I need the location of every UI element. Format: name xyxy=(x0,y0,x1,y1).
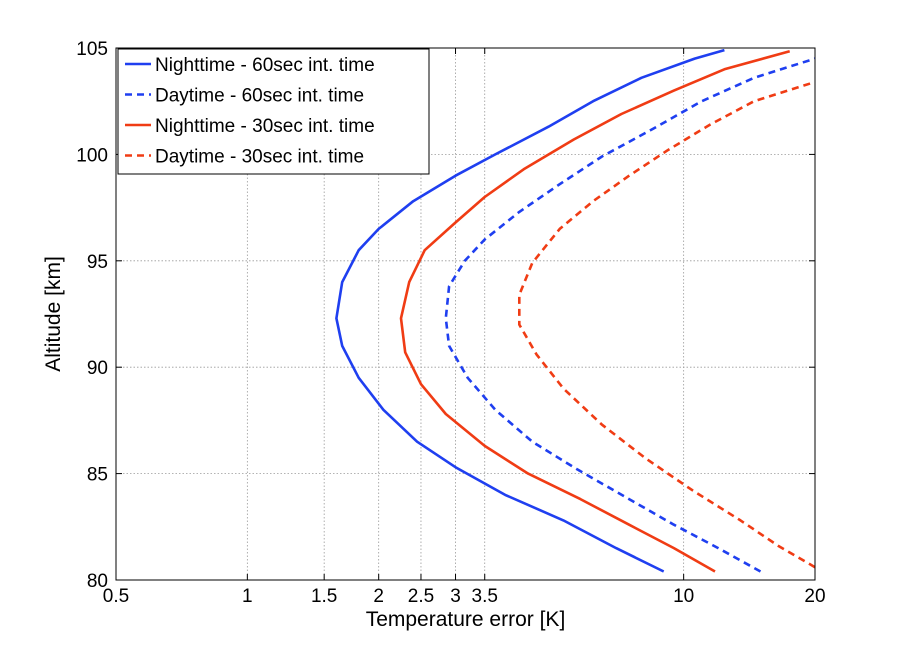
x-tick-label: 20 xyxy=(804,586,825,607)
y-tick-label: 100 xyxy=(76,145,108,166)
x-axis-title: Temperature error [K] xyxy=(366,608,566,631)
legend-box xyxy=(117,48,430,175)
x-tick-label: 1.5 xyxy=(311,586,337,607)
y-axis-title: Altitude [km] xyxy=(42,256,65,372)
x-tick-label: 10 xyxy=(673,586,694,607)
x-tick-label: 2.5 xyxy=(408,586,434,607)
y-tick-label: 95 xyxy=(87,252,108,273)
y-tick-label: 90 xyxy=(87,358,108,379)
y-tick-label: 85 xyxy=(87,465,108,486)
x-tick-label: 1 xyxy=(242,586,253,607)
x-tick-label: 3.5 xyxy=(472,586,498,607)
x-tick-label: 3 xyxy=(450,586,461,607)
plot-frame xyxy=(115,47,816,581)
x-tick-label: 0.5 xyxy=(103,586,129,607)
series-line-3 xyxy=(399,49,791,573)
legend-label-1: Nighttime - 60sec int. time xyxy=(155,55,375,76)
series-layer xyxy=(335,48,816,573)
legend: Nighttime - 60sec int. time Daytime - 60s… xyxy=(117,48,430,175)
y-tick-label: 80 xyxy=(87,571,108,592)
y-tick-label: 105 xyxy=(76,39,108,60)
legend-label-3: Nighttime - 30sec int. time xyxy=(155,116,375,137)
series-line-2 xyxy=(444,57,816,573)
x-tick-label: 2 xyxy=(373,586,384,607)
legend-label-4: Daytime - 30sec int. time xyxy=(155,147,364,168)
tick-labels: 0.5 1 1.5 2 2.5 3 3.5 10 20 80 85 90 95 100 105 xyxy=(76,39,825,607)
series-line-1 xyxy=(335,48,725,573)
series-line-4 xyxy=(518,80,816,569)
legend-label-2: Daytime - 60sec int. time xyxy=(155,86,364,107)
